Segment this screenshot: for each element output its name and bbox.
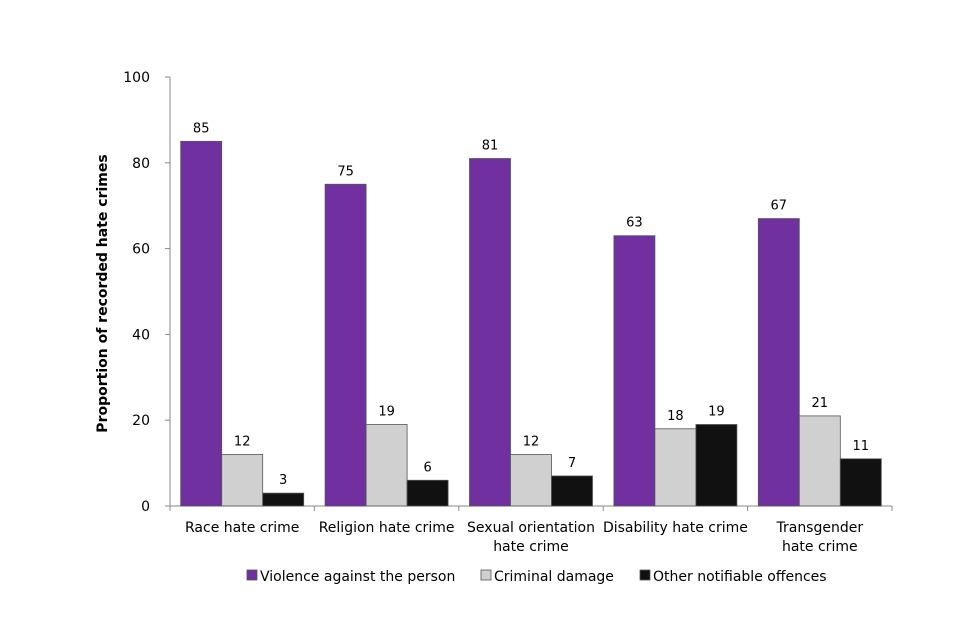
- x-category-label: Disability hate crime: [603, 520, 748, 536]
- legend-label: Violence against the person: [260, 569, 455, 585]
- bar-value-label: 81: [482, 139, 499, 154]
- bar-violence-against-the-person: [469, 158, 511, 507]
- bar-violence-against-the-person: [757, 218, 800, 507]
- bar-value-label: 19: [378, 404, 395, 419]
- bar-value-label: 12: [234, 435, 251, 450]
- bar-criminal-damage: [221, 454, 264, 507]
- x-category-label: Sexual orientation hate crime: [467, 520, 595, 555]
- legend-swatch: [246, 569, 258, 581]
- y-tick-label: 20: [132, 413, 150, 429]
- bar-violence-against-the-person: [613, 235, 656, 507]
- bar-value-label: 11: [853, 439, 870, 454]
- axes: 0 20 40 60 80 100 Proportion of recorded hate …: [95, 70, 893, 555]
- legend-swatch: [639, 569, 651, 581]
- legend: Violence against the person Criminal dama…: [246, 569, 827, 585]
- y-axis-title: Proportion of recorded hate crimes: [95, 154, 111, 432]
- bar-value-label: 63: [626, 216, 643, 231]
- y-tick-label: 40: [132, 327, 150, 343]
- bar-other-notifiable-offences: [262, 492, 305, 507]
- bar-criminal-damage: [654, 428, 697, 507]
- bar-criminal-damage: [510, 454, 552, 507]
- bar-value-label: 67: [771, 199, 788, 214]
- bar-other-notifiable-offences: [839, 458, 882, 507]
- bar-value-label: 12: [523, 435, 540, 450]
- bar-other-notifiable-offences: [551, 475, 593, 507]
- legend-label: Criminal damage: [494, 569, 614, 585]
- bar-value-label: 85: [193, 121, 210, 136]
- legend-swatch: [480, 569, 492, 581]
- bar-value-label: 3: [279, 473, 287, 488]
- x-category-label: Race hate crime: [185, 520, 299, 536]
- x-category-label: Religion hate crime: [319, 520, 455, 536]
- bar-criminal-damage: [365, 424, 408, 507]
- bar-violence-against-the-person: [324, 183, 367, 507]
- y-tick-label: 60: [132, 242, 150, 258]
- bar-value-label: 75: [337, 164, 354, 179]
- y-tick-label: 80: [132, 156, 150, 172]
- y-tick-label: 100: [123, 70, 150, 86]
- bars: [180, 140, 882, 507]
- bar-value-label: 21: [812, 396, 829, 411]
- bar-value-label: 19: [708, 404, 725, 419]
- bar-value-label: 18: [667, 409, 684, 424]
- bar-value-label: 7: [568, 456, 576, 471]
- y-tick-label: 0: [141, 499, 150, 515]
- bar-other-notifiable-offences: [695, 424, 738, 507]
- bar-other-notifiable-offences: [406, 479, 449, 507]
- bar-criminal-damage: [798, 415, 841, 507]
- bar-violence-against-the-person: [180, 140, 223, 507]
- legend-label: Other notifiable offences: [653, 569, 827, 585]
- bar-value-label: 6: [423, 460, 431, 475]
- x-category-label: Transgender hate crime: [775, 520, 863, 555]
